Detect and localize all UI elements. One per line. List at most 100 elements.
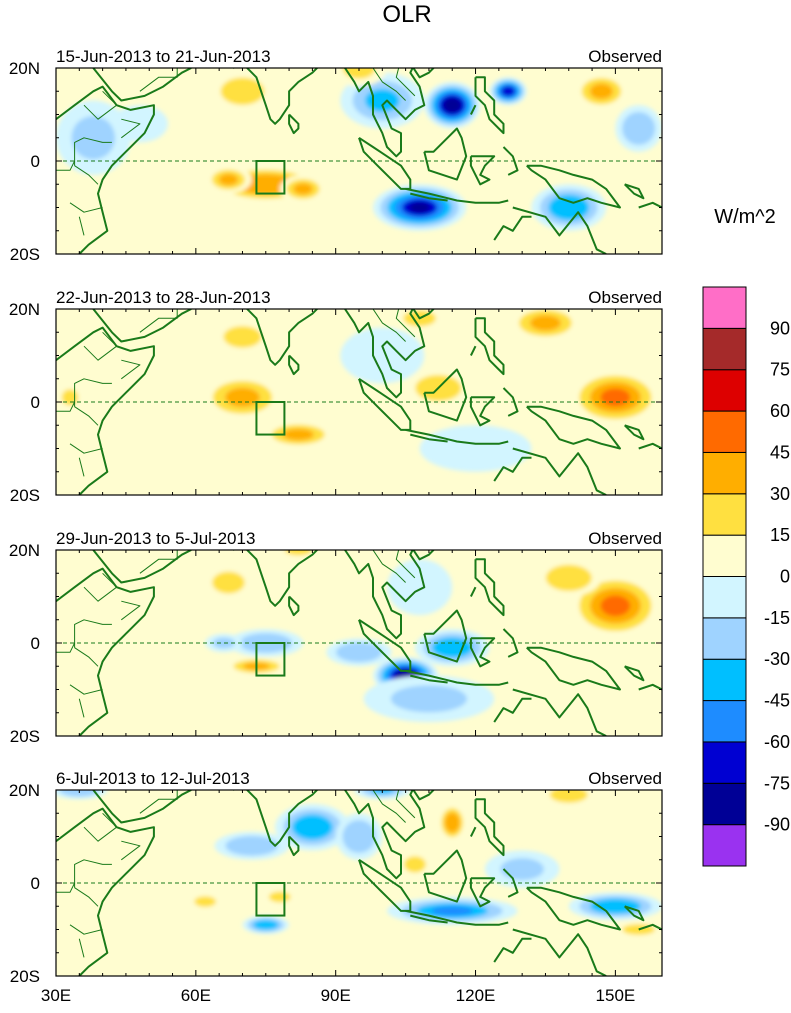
coastline bbox=[493, 456, 532, 482]
colorbar-swatch bbox=[702, 534, 747, 578]
study-region-box bbox=[255, 642, 286, 677]
y-tick-label: 20N bbox=[9, 781, 40, 800]
panel-field bbox=[56, 550, 662, 736]
colorbar-label: 45 bbox=[770, 442, 790, 462]
anomaly-contour bbox=[284, 550, 312, 556]
anomaly-contour bbox=[409, 202, 430, 213]
country-border bbox=[326, 762, 349, 781]
country-border bbox=[83, 331, 118, 361]
units-label: W/m^2 bbox=[714, 206, 776, 228]
anomaly-contour bbox=[440, 641, 465, 654]
y-tick-label: 0 bbox=[31, 152, 40, 171]
panel-source-label: Observed bbox=[588, 769, 662, 788]
coastline bbox=[233, 68, 319, 125]
country-border bbox=[74, 859, 112, 888]
anomaly-contour bbox=[61, 389, 79, 406]
coastline bbox=[526, 646, 621, 691]
coastlines bbox=[56, 68, 662, 254]
coastline bbox=[412, 309, 435, 320]
country-border bbox=[120, 359, 141, 380]
colorbar-swatch bbox=[702, 327, 747, 371]
anomaly-contour bbox=[446, 100, 458, 110]
coastline bbox=[288, 113, 300, 135]
country-border bbox=[69, 202, 103, 213]
coastline bbox=[502, 146, 519, 176]
anomaly-contour bbox=[600, 388, 631, 407]
coastline bbox=[56, 85, 155, 254]
country-border bbox=[120, 600, 141, 621]
colorbar-swatch bbox=[702, 451, 747, 495]
coastline bbox=[512, 688, 607, 736]
colorbar-label: 15 bbox=[770, 525, 790, 545]
anomaly-contour bbox=[247, 178, 284, 191]
colorbar-label: -15 bbox=[764, 608, 790, 628]
country-border bbox=[74, 619, 112, 648]
colorbar-swatch bbox=[702, 700, 747, 743]
colorbar-swatch bbox=[702, 369, 747, 412]
coastline bbox=[493, 215, 532, 241]
coastline bbox=[474, 76, 505, 135]
colorbar-label: -30 bbox=[764, 649, 790, 669]
coastline bbox=[469, 396, 496, 427]
anomaly-contour bbox=[555, 570, 583, 586]
country-border bbox=[69, 684, 103, 695]
coastline bbox=[405, 428, 509, 445]
anomaly-contour bbox=[404, 856, 426, 873]
panel-field bbox=[56, 281, 662, 495]
anomaly-contour bbox=[300, 819, 325, 835]
coastline bbox=[56, 567, 155, 736]
coastline bbox=[638, 201, 662, 209]
colorbar-label: 0 bbox=[780, 567, 790, 587]
coastline bbox=[410, 433, 448, 443]
anomaly-contour bbox=[549, 790, 588, 803]
coastline bbox=[288, 595, 300, 617]
coastline bbox=[470, 104, 477, 115]
colorbar-label: 60 bbox=[770, 401, 790, 421]
panels: 15-Jun-2013 to 21-Jun-2013 Observed 20N 0 20… bbox=[9, 47, 663, 986]
anomaly-contour bbox=[556, 200, 581, 215]
y-tick-label: 0 bbox=[31, 393, 40, 412]
country-border bbox=[56, 882, 76, 893]
country-border bbox=[326, 281, 349, 300]
coastline bbox=[410, 674, 448, 684]
y-tick-label: 20S bbox=[10, 967, 40, 986]
coastline bbox=[423, 609, 468, 663]
coastline bbox=[412, 68, 435, 79]
coastline bbox=[233, 550, 319, 607]
anomaly-contour bbox=[71, 116, 116, 160]
colorbar-label: -45 bbox=[764, 691, 790, 711]
country-border bbox=[83, 812, 118, 842]
study-region-box bbox=[255, 401, 286, 436]
country-border bbox=[74, 647, 99, 667]
map-panel: 15-Jun-2013 to 21-Jun-2013 Observed 20N 0 20… bbox=[9, 47, 663, 264]
anomaly-contour bbox=[600, 901, 631, 911]
country-border bbox=[56, 642, 76, 653]
coastline bbox=[474, 798, 505, 857]
coastline bbox=[470, 345, 477, 356]
colorbar-swatch bbox=[702, 741, 747, 784]
x-tick-label: 30E bbox=[41, 986, 71, 1005]
anomaly-contour bbox=[258, 921, 274, 928]
coastline bbox=[288, 835, 300, 857]
coastline bbox=[512, 447, 607, 495]
coastline bbox=[92, 309, 192, 343]
country-border bbox=[395, 309, 416, 338]
colorbar-label: 90 bbox=[770, 318, 790, 338]
y-tick-label: 20N bbox=[9, 300, 40, 319]
anomaly-contour bbox=[504, 88, 513, 95]
coastline bbox=[344, 309, 426, 399]
country-border bbox=[395, 68, 416, 97]
country-border bbox=[74, 378, 112, 407]
anomaly-contour bbox=[357, 339, 407, 372]
panel-field bbox=[56, 68, 662, 254]
x-tick-label: 150E bbox=[596, 986, 636, 1005]
country-border bbox=[83, 572, 118, 602]
coastline bbox=[512, 206, 607, 254]
panel-field bbox=[56, 762, 662, 976]
coastline bbox=[470, 826, 477, 837]
country-border bbox=[74, 887, 99, 907]
panel-period-label: 6-Jul-2013 to 12-Jul-2013 bbox=[56, 769, 250, 788]
map-panel: 29-Jun-2013 to 5-Jul-2013 Observed 20N 0 20S bbox=[9, 529, 663, 746]
country-border bbox=[83, 90, 118, 120]
panel-source-label: Observed bbox=[588, 288, 662, 307]
